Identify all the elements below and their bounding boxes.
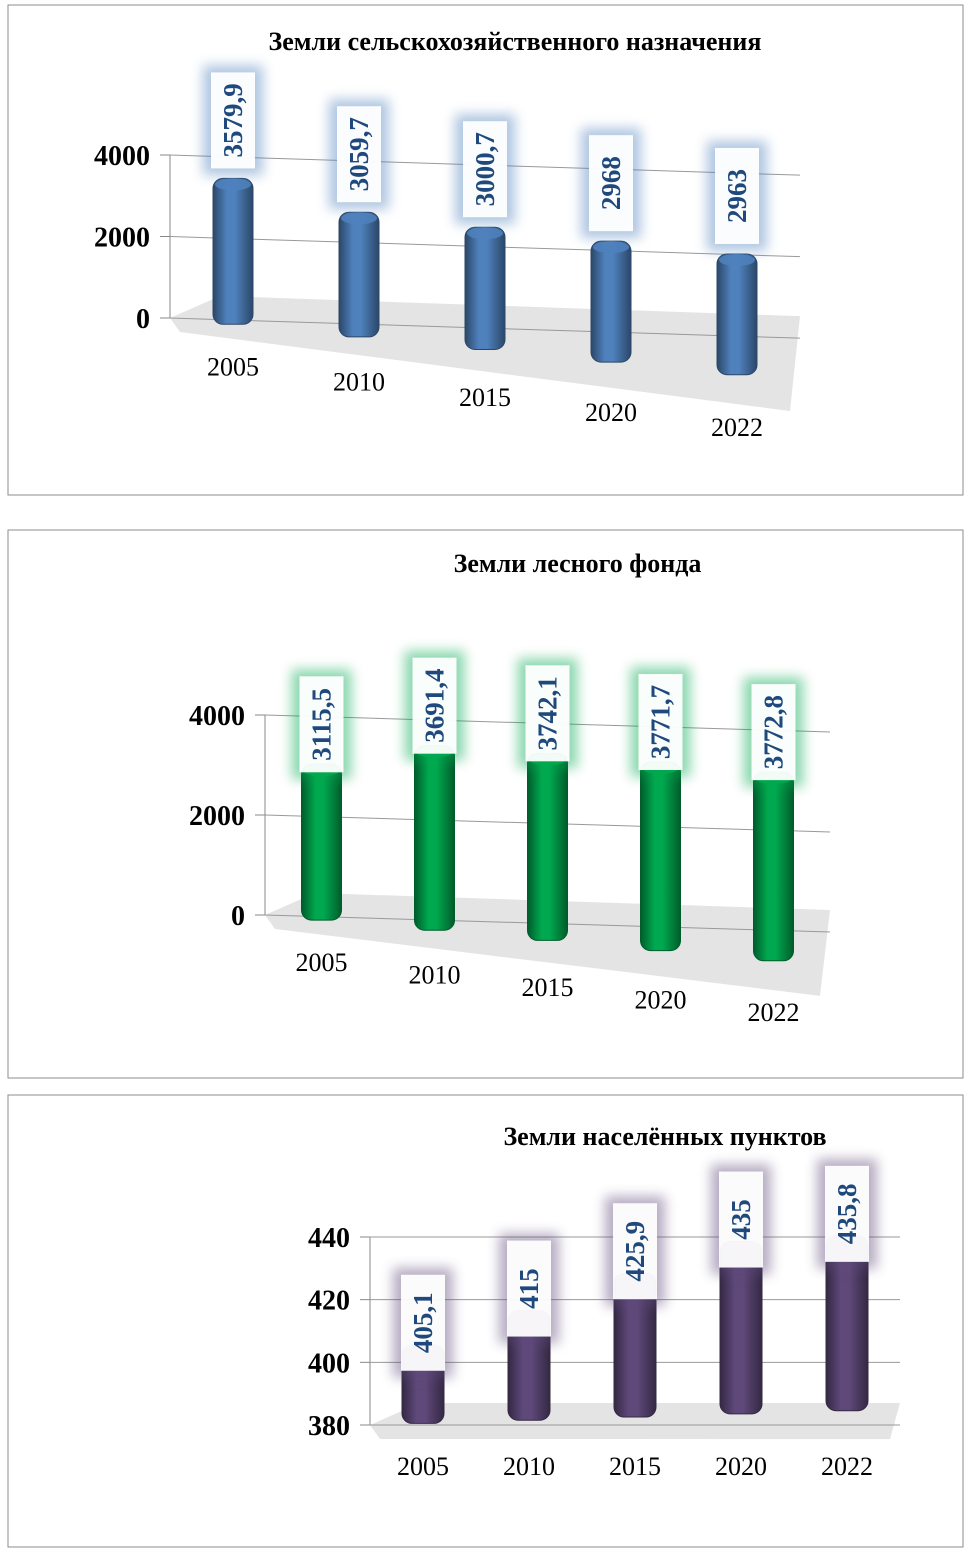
y-tick-label: 2000	[94, 223, 150, 254]
bar	[414, 745, 455, 931]
bar-top	[467, 227, 503, 240]
bar-top	[593, 241, 629, 254]
y-tick-label: 4000	[189, 701, 245, 732]
y-tick-label: 380	[308, 1411, 350, 1442]
x-tick-label: 2022	[748, 998, 800, 1027]
x-tick-label: 2015	[459, 383, 511, 412]
value-label: 435	[726, 1199, 756, 1240]
x-tick-label: 2020	[715, 1452, 767, 1481]
value-label: 2968	[596, 156, 626, 210]
y-tick-label: 0	[136, 304, 150, 335]
label-box	[525, 665, 570, 762]
label-box	[211, 72, 255, 169]
x-tick-label: 2020	[585, 398, 637, 427]
y-tick-label: 0	[231, 901, 245, 932]
value-label: 425,9	[620, 1221, 650, 1282]
label-box	[337, 106, 381, 203]
x-tick-label: 2010	[409, 961, 461, 990]
chart-title: Земли сельскохозяйственного назначения	[269, 27, 762, 56]
label-box	[589, 135, 633, 232]
value-label: 2963	[722, 169, 752, 223]
chart-title: Земли лесного фонда	[454, 549, 702, 578]
value-label: 3579,9	[218, 83, 248, 157]
x-tick-label: 2015	[522, 973, 574, 1002]
bar	[464, 226, 506, 351]
panel	[7, 1094, 964, 1548]
label-box	[463, 121, 507, 218]
y-tick-label: 440	[308, 1223, 350, 1254]
bar	[640, 761, 681, 952]
label-box	[401, 1274, 445, 1371]
bar	[716, 253, 758, 376]
y-tick-label: 420	[308, 1286, 350, 1317]
floor	[170, 296, 800, 411]
label-box	[638, 674, 683, 771]
value-label: 415	[514, 1268, 544, 1309]
panel	[7, 529, 964, 1079]
bar	[527, 752, 568, 941]
bar-top	[719, 253, 755, 266]
y-tick-label: 2000	[189, 801, 245, 832]
bar-top	[341, 212, 377, 225]
value-label: 3691,4	[420, 669, 450, 743]
label-box	[825, 1165, 869, 1262]
bar	[212, 177, 254, 325]
floor	[370, 1403, 900, 1440]
value-label: 3000,7	[470, 132, 500, 206]
floor	[265, 893, 830, 996]
label-box	[719, 1171, 763, 1268]
label-box	[507, 1240, 551, 1337]
x-tick-label: 2010	[503, 1452, 555, 1481]
value-label: 3059,7	[344, 117, 374, 191]
y-tick-label: 400	[308, 1348, 350, 1379]
x-tick-label: 2005	[296, 948, 348, 977]
chart-title: Земли населённых пунктов	[503, 1122, 826, 1151]
label-box	[412, 657, 457, 754]
bar	[753, 771, 794, 962]
label-box	[299, 676, 344, 773]
bar	[338, 211, 380, 338]
label-box	[715, 147, 759, 244]
x-tick-label: 2022	[821, 1452, 873, 1481]
value-label: 3742,1	[533, 676, 563, 750]
value-label: 405,1	[408, 1292, 438, 1353]
x-tick-label: 2015	[609, 1452, 661, 1481]
bar-top	[215, 178, 251, 191]
x-tick-label: 2005	[207, 353, 259, 382]
panel	[7, 4, 964, 496]
value-label: 3772,8	[759, 695, 789, 769]
label-box	[751, 684, 796, 781]
label-box	[613, 1203, 657, 1300]
bar	[301, 763, 342, 921]
value-label: 3115,5	[307, 688, 337, 761]
x-tick-label: 2022	[711, 413, 763, 442]
x-tick-label: 2010	[333, 368, 385, 397]
value-label: 3771,7	[646, 685, 676, 759]
x-tick-label: 2020	[635, 986, 687, 1015]
y-tick-label: 4000	[94, 141, 150, 172]
value-label: 435,8	[832, 1183, 862, 1244]
x-tick-label: 2005	[397, 1452, 449, 1481]
bar	[590, 240, 632, 363]
